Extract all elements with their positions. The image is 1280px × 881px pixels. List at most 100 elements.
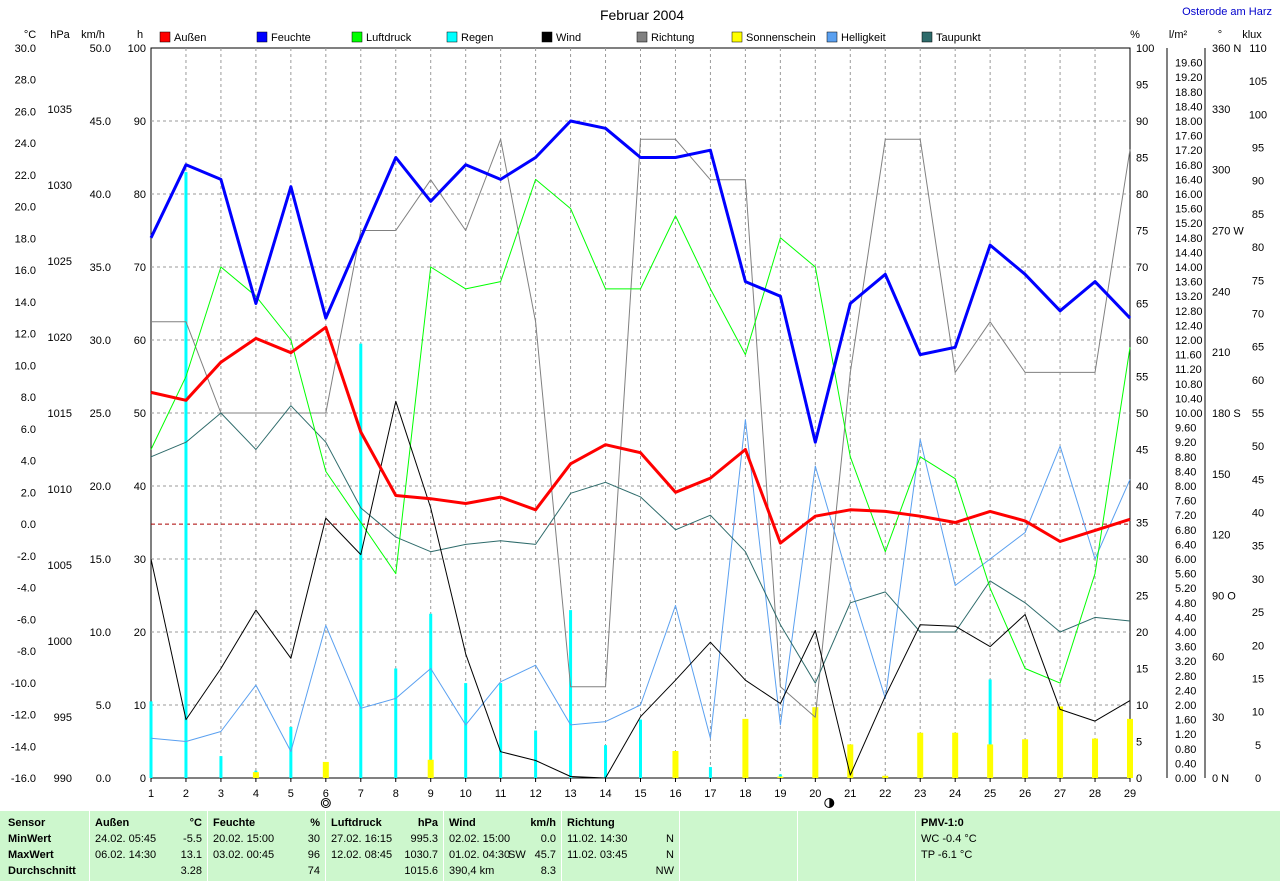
temp-tick: -6.0 (17, 614, 36, 626)
percent-tick: 50 (1136, 408, 1148, 420)
bar-sonne (672, 750, 679, 778)
rain-tick: 19.60 (1175, 58, 1203, 70)
direction-tick: 210 (1212, 347, 1230, 359)
axis-unit-6: ° (1218, 29, 1222, 41)
x-tick-label: 2 (183, 788, 189, 800)
stats-row-avg: Durchschnitt (8, 865, 76, 877)
percent-tick: 30 (1136, 554, 1148, 566)
stats-luftdruck-title: Luftdruck (331, 817, 382, 829)
axis-unit-4: % (1130, 29, 1140, 41)
percent-tick: 70 (1136, 262, 1148, 274)
percent-tick: 60 (1136, 335, 1148, 347)
rain-tick: 15.60 (1175, 204, 1203, 216)
x-tick-label: 12 (529, 788, 541, 800)
legend-label-taupunkt: Taupunkt (936, 32, 981, 44)
weather-chart: Februar 2004 Osterode am Harz °C hPa km/h h… (10, 6, 1272, 808)
stats-row-sensor: Sensor (8, 817, 46, 829)
bar-sonne (1092, 738, 1099, 778)
rain-tick: 0.40 (1175, 758, 1196, 770)
klux-tick: 50 (1252, 441, 1264, 453)
stats-aussen-min-time: 24.02. 05:45 (95, 833, 157, 845)
direction-tick: 120 (1212, 530, 1230, 542)
rain-tick: 8.00 (1175, 481, 1196, 493)
rain-tick: 12.00 (1175, 335, 1203, 347)
klux-tick: 25 (1252, 607, 1264, 619)
stats-richtung-min-time: 11.02. 14:30 (567, 833, 628, 845)
rain-tick: 14.00 (1175, 262, 1203, 274)
direction-tick: 270 W (1212, 226, 1244, 238)
wind-tick: 25.0 (90, 408, 111, 420)
klux-tick: 5 (1255, 740, 1261, 752)
stats-wind-max-dir: SW (508, 849, 526, 861)
rain-tick: 10.40 (1175, 393, 1203, 405)
temp-tick: 4.0 (21, 456, 36, 468)
temp-tick: 8.0 (21, 392, 36, 404)
pressure-tick: 995 (54, 712, 72, 724)
hours-tick: 60 (134, 335, 146, 347)
temp-tick: 14.0 (15, 297, 36, 309)
stats-row-max: MaxWert (8, 849, 54, 861)
x-tick-label: 4 (253, 788, 259, 800)
stats-feuchte-max: 96 (307, 849, 320, 861)
bar-sonne (1057, 706, 1064, 778)
klux-tick: 85 (1252, 209, 1264, 221)
legend-swatch-feuchte (256, 31, 268, 43)
direction-tick: 60 (1212, 651, 1224, 663)
klux-tick: 35 (1252, 541, 1264, 553)
legend-label-wind: Wind (556, 32, 581, 44)
percent-tick: 75 (1136, 226, 1148, 238)
x-tick-label: 25 (984, 788, 996, 800)
x-tick-label: 16 (669, 788, 681, 800)
rain-tick: 6.40 (1175, 539, 1196, 551)
axis-unit-labels: °C hPa km/h h% l/m² ° klux (24, 29, 1262, 41)
klux-tick: 55 (1252, 408, 1264, 420)
rain-tick: 16.40 (1175, 174, 1203, 186)
statistics-panel: Sensor MinWert MaxWert Durchschnitt Auße… (0, 811, 1280, 881)
klux-tick: 80 (1252, 242, 1264, 254)
direction-tick: 0 N (1212, 773, 1229, 785)
hours-tick: 20 (134, 627, 146, 639)
rain-tick: 2.40 (1175, 685, 1196, 697)
temp-tick: 28.0 (15, 75, 36, 87)
hours-tick: 100 (128, 43, 146, 55)
klux-tick: 30 (1252, 574, 1264, 586)
direction-tick: 330 (1212, 104, 1230, 116)
hours-tick: 0 (140, 773, 146, 785)
klux-tick: 10 (1252, 707, 1264, 719)
bar-regen (394, 668, 398, 778)
percent-tick: 35 (1136, 518, 1148, 530)
x-tick-label: 15 (634, 788, 646, 800)
x-tick-label: 18 (739, 788, 751, 800)
x-tick-label: 29 (1124, 788, 1136, 800)
bar-regen (604, 745, 608, 778)
legend-label-richtung: Richtung (651, 32, 694, 44)
temp-tick: -14.0 (11, 741, 36, 753)
direction-tick: 150 (1212, 469, 1230, 481)
stats-pmv-tp: TP -6.1 °C (921, 849, 973, 861)
temp-tick: -10.0 (11, 678, 36, 690)
rain-tick: 9.60 (1175, 423, 1196, 435)
hours-tick: 80 (134, 189, 146, 201)
bar-regen (219, 756, 223, 778)
stats-wind-max-time: 01.02. 04:30 (449, 849, 511, 861)
x-tick-label: 6 (323, 788, 329, 800)
direction-tick: 240 (1212, 286, 1230, 298)
stats-richtung-avg: NW (655, 865, 674, 877)
stats-aussen-avg: 3.28 (180, 865, 202, 877)
klux-tick: 0 (1255, 773, 1261, 785)
bar-sonne (777, 776, 784, 778)
bar-regen (499, 683, 503, 778)
percent-tick: 20 (1136, 627, 1148, 639)
temp-tick: 16.0 (15, 265, 36, 277)
x-tick-label: 23 (914, 788, 926, 800)
klux-tick: 75 (1252, 275, 1264, 287)
x-tick-label: 3 (218, 788, 224, 800)
bar-sonne (917, 732, 924, 778)
legend-swatch-luftdruck (351, 31, 363, 43)
rain-tick: 4.00 (1175, 627, 1196, 639)
temp-tick: 2.0 (21, 487, 36, 499)
rain-tick: 13.20 (1175, 291, 1203, 303)
line-wind (150, 400, 1131, 779)
temp-tick: 10.0 (15, 360, 36, 372)
bar-sonne (812, 707, 819, 778)
